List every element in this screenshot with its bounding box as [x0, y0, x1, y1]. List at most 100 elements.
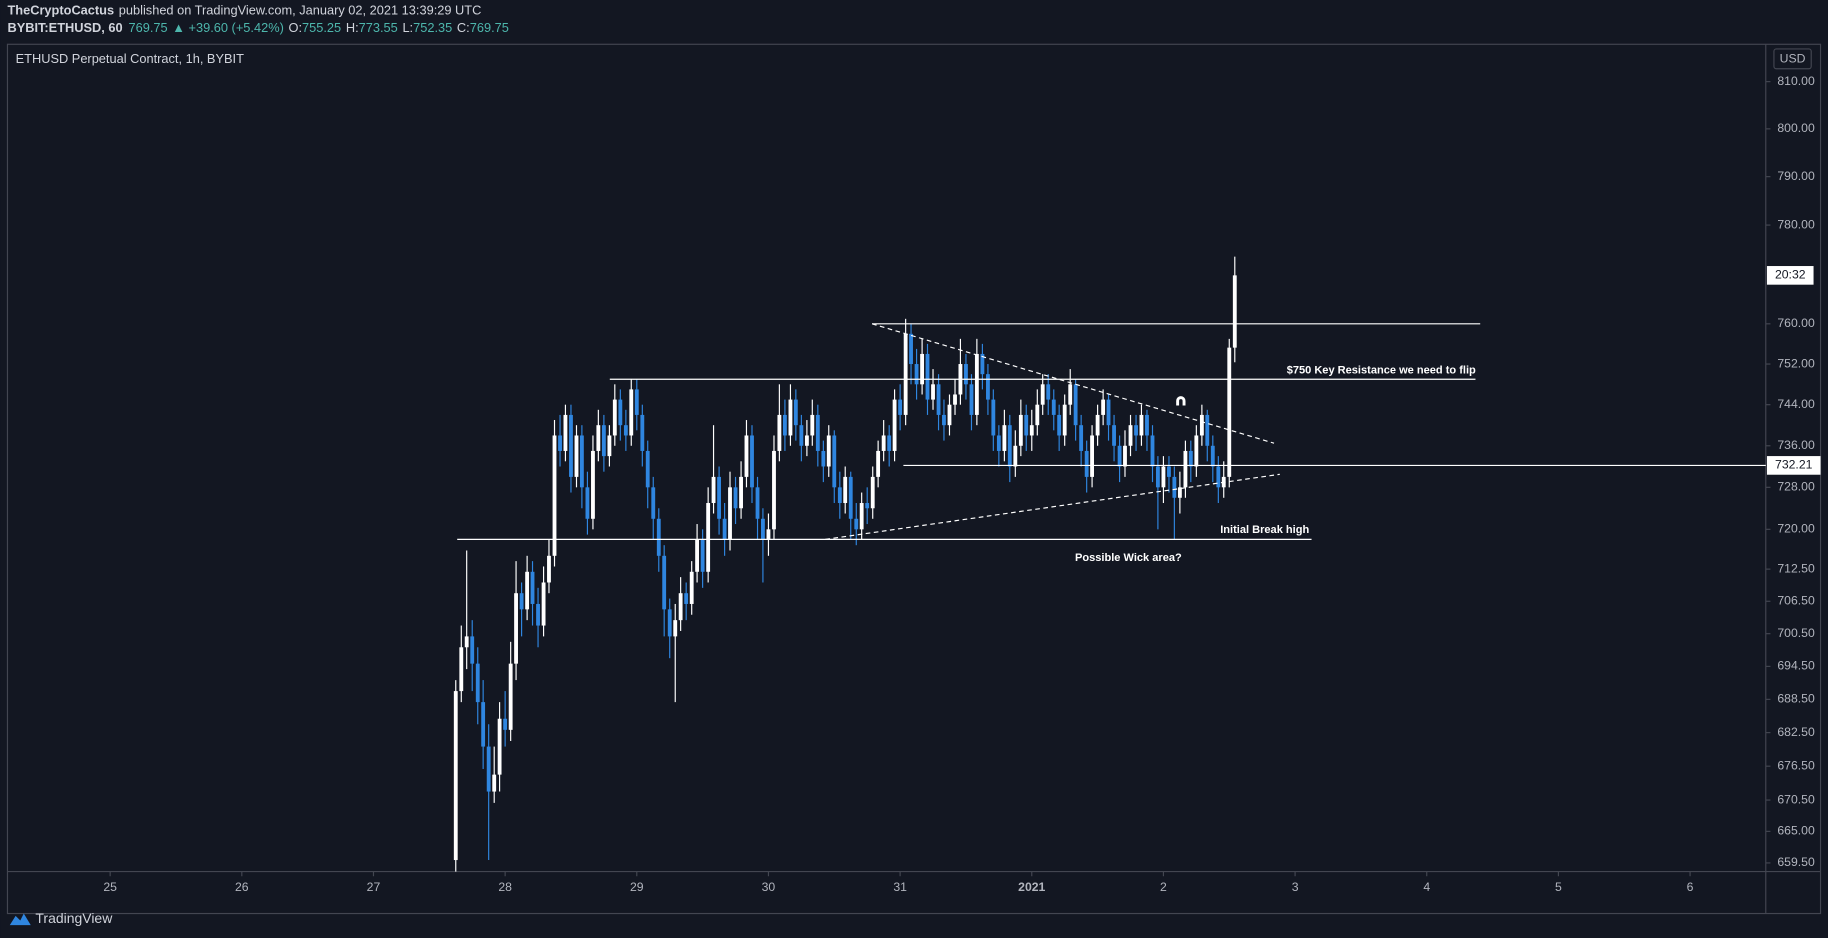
candle-body — [459, 647, 464, 692]
candle-body — [579, 435, 584, 488]
candle-body — [525, 571, 530, 610]
candle-body — [1002, 425, 1007, 451]
candle-body — [1007, 425, 1012, 467]
candle-body — [536, 603, 540, 626]
candle-body — [859, 503, 864, 530]
candle-body — [497, 718, 502, 775]
y-tick-label: 736.00 — [1777, 438, 1815, 452]
magnet-icon — [1176, 396, 1186, 406]
candle-body — [761, 518, 765, 540]
symbol: BYBIT:ETHUSD, 60 — [7, 21, 122, 36]
candle-body — [755, 487, 760, 519]
candle-body — [601, 425, 606, 457]
currency-box — [1773, 48, 1812, 70]
y-tick-label: 728.00 — [1777, 480, 1815, 494]
candle-body — [453, 691, 458, 861]
candle-body — [953, 394, 957, 405]
candle-body — [503, 718, 508, 730]
candle-body — [1040, 384, 1045, 405]
candle-body — [530, 571, 535, 604]
candle-body — [777, 414, 782, 451]
y-tick-label: 760.00 — [1777, 316, 1815, 330]
candle-body — [914, 364, 919, 385]
price-label-box — [1766, 456, 1821, 475]
candle-body — [898, 399, 903, 415]
candle-body — [969, 384, 974, 415]
candle-body — [837, 487, 842, 504]
candle-body — [936, 384, 941, 415]
y-tick-label: 676.50 — [1777, 758, 1815, 772]
candle-body — [634, 389, 639, 415]
candle-body — [909, 333, 913, 365]
candle-body — [1062, 404, 1067, 436]
y-tick-label: 682.50 — [1777, 725, 1815, 739]
candle-body — [640, 414, 645, 451]
candle-body — [1134, 425, 1138, 436]
h-value: 773.55 — [359, 21, 398, 36]
candle-body — [1117, 445, 1122, 467]
candle-body — [739, 476, 743, 509]
candle-body — [492, 774, 497, 792]
o-value: 755.25 — [302, 21, 341, 36]
candle-body — [1128, 425, 1133, 446]
candle-body — [1095, 414, 1100, 436]
candle-body — [722, 518, 727, 540]
candle-body — [651, 487, 656, 519]
candle-body — [1150, 435, 1155, 467]
candle-body — [887, 435, 892, 451]
candle-body — [629, 389, 634, 436]
candle-body — [1106, 399, 1111, 426]
y-tick-label: 780.00 — [1777, 217, 1815, 231]
candle-body — [1079, 425, 1084, 451]
candle-body — [1188, 450, 1193, 467]
candle-body — [470, 636, 475, 664]
candle-body — [684, 593, 689, 604]
candle-body — [980, 353, 985, 375]
candle-body — [964, 364, 968, 385]
candle-body — [1073, 384, 1078, 426]
candle-body — [843, 476, 848, 504]
brand-logo — [9, 913, 31, 926]
candle-body — [815, 414, 820, 451]
candle-body — [1057, 414, 1062, 436]
candle-body — [711, 476, 716, 504]
candle-body — [618, 399, 623, 426]
candle-body — [925, 353, 930, 400]
candle-body — [1172, 476, 1177, 498]
h-label: H: — [346, 21, 359, 36]
l-label: L: — [402, 21, 413, 36]
candle-body — [1013, 445, 1018, 467]
candle-body — [607, 435, 612, 457]
candle-body — [1139, 414, 1144, 436]
candle-body — [931, 384, 935, 400]
candle-body — [541, 582, 546, 626]
candle-body — [547, 555, 551, 583]
candle-body — [464, 636, 469, 648]
x-tick-label: 5 — [1555, 880, 1562, 894]
published: published on TradingView.com, January 02… — [119, 3, 482, 18]
candle-body — [519, 593, 524, 610]
candle-body — [623, 425, 628, 436]
candle-body — [733, 487, 738, 509]
y-tick-label: 810.00 — [1777, 74, 1815, 88]
candle-body — [1018, 414, 1023, 446]
candle-body — [514, 593, 518, 664]
candle-body — [996, 435, 1001, 451]
c-value: 769.75 — [470, 21, 509, 36]
candle-body — [1145, 414, 1149, 436]
candle-body — [596, 425, 601, 451]
candle-body — [667, 609, 672, 637]
candle-body — [673, 620, 678, 637]
candle-body — [508, 663, 513, 730]
candle-body — [1210, 445, 1215, 467]
countdown-box — [1766, 266, 1814, 285]
x-tick-label: 26 — [235, 880, 249, 894]
candle-body — [1161, 466, 1166, 488]
candle-body — [695, 539, 700, 572]
candle-body — [481, 702, 486, 747]
candle-body — [552, 435, 557, 556]
candle-body — [848, 476, 853, 519]
x-tick-label: 2 — [1160, 880, 1167, 894]
last-price: 769.75 — [128, 21, 167, 36]
candle-body — [974, 353, 979, 415]
